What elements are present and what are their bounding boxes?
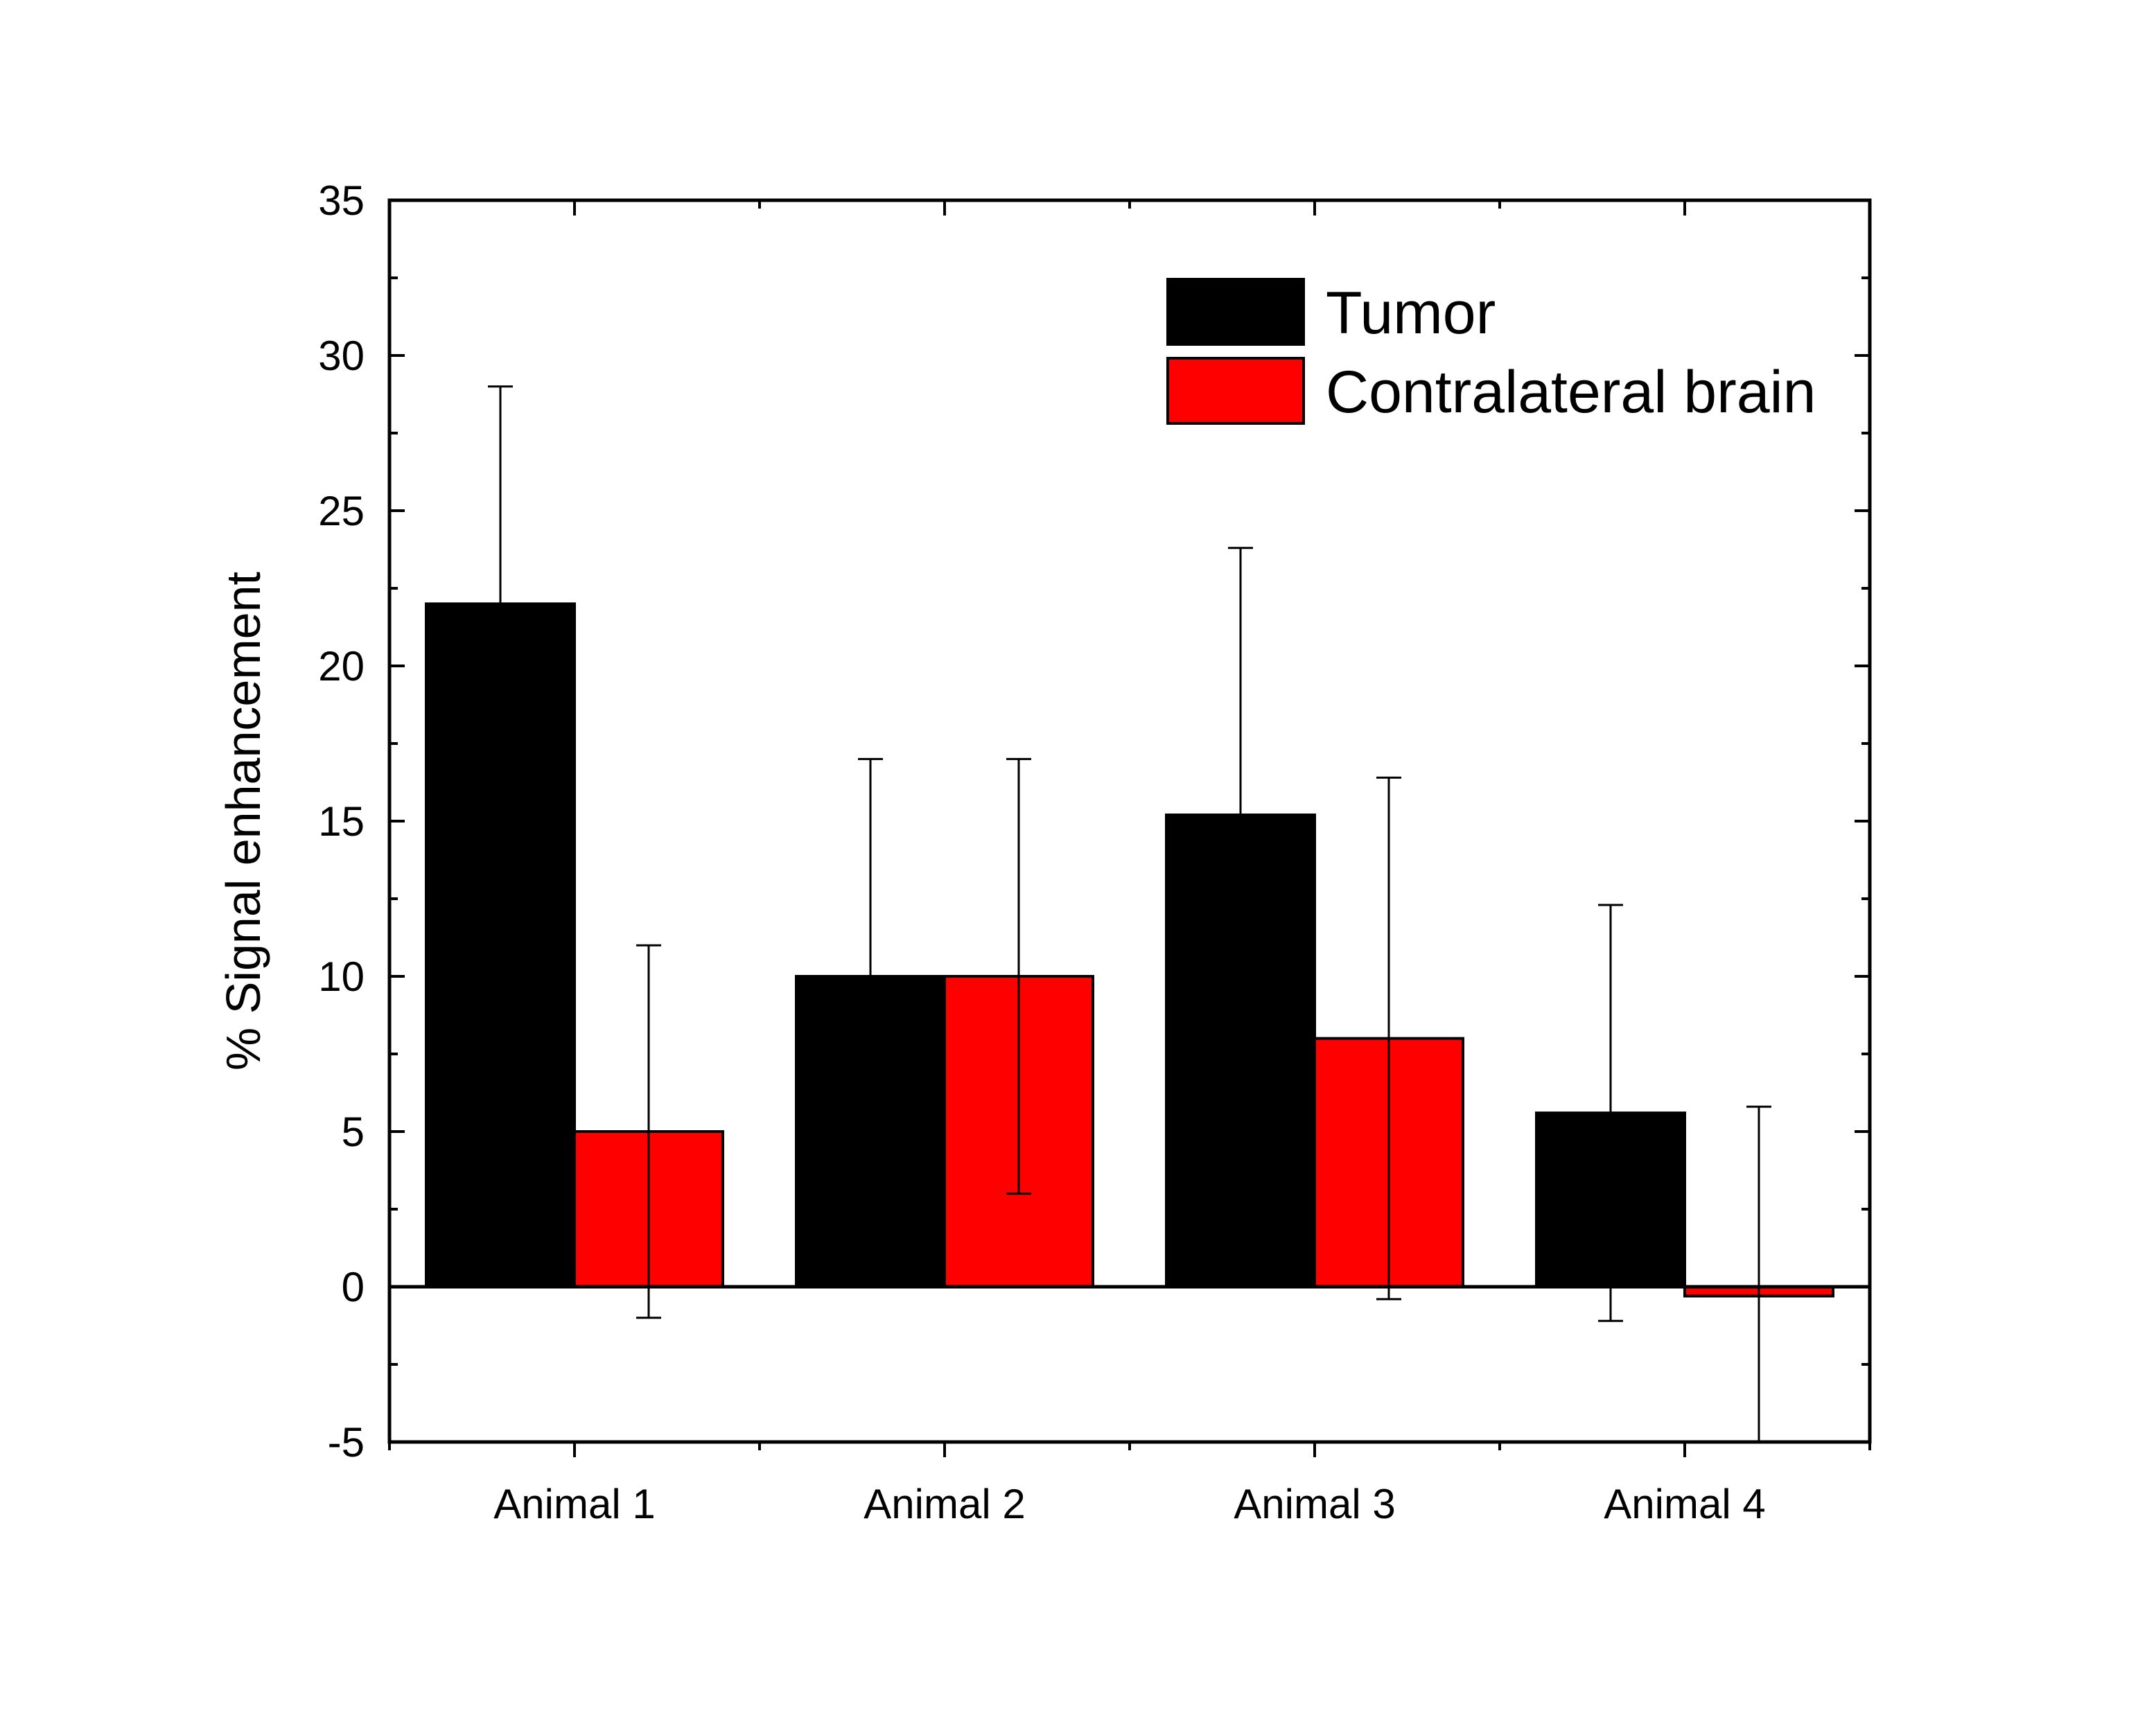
x-tick-label: Animal 3: [1234, 1481, 1395, 1527]
x-tick-labels: Animal 1 Animal 2 Animal 3 Animal 4: [493, 1481, 1765, 1527]
x-tick-label: Animal 2: [864, 1481, 1025, 1527]
y-tick-label: 0: [342, 1264, 365, 1310]
y-tick-label: 35: [318, 177, 365, 224]
y-tick-label: -5: [328, 1419, 365, 1466]
error-bars: [488, 385, 1771, 1442]
y-tick-label: 5: [342, 1109, 365, 1155]
y-tick-labels: -5 0 5 10 15 20 25 30 35: [318, 177, 365, 1466]
y-tick-label: 25: [318, 488, 365, 534]
legend-swatch-contralateral: [1166, 357, 1305, 425]
legend-label-contralateral: Contralateral brain: [1326, 359, 1816, 425]
y-axis-title: % Signal enhancement: [216, 572, 270, 1071]
legend: Tumor Contralateral brain: [1166, 278, 1816, 425]
legend-swatch-tumor: [1166, 278, 1305, 346]
bars: [425, 602, 1834, 1298]
x-tick-label: Animal 1: [493, 1481, 655, 1527]
y-tick-label: 20: [318, 643, 365, 689]
x-tick-label: Animal 4: [1604, 1481, 1765, 1527]
y-tick-label: 10: [318, 953, 365, 1000]
y-tick-label: 30: [318, 333, 365, 379]
plot-area-frame: [387, 198, 1872, 1444]
legend-label-tumor: Tumor: [1326, 280, 1496, 346]
y-tick-label: 15: [318, 798, 365, 845]
